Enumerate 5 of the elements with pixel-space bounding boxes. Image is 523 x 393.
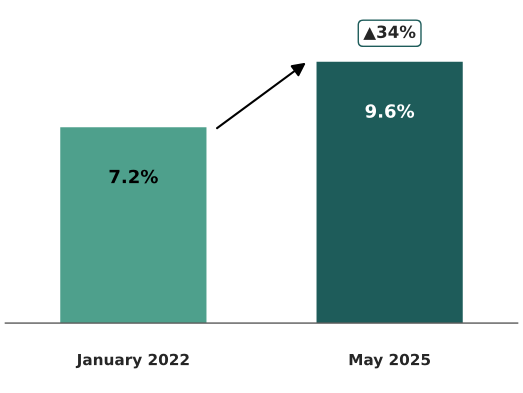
data-label: 9.6% <box>366 104 414 118</box>
x-tick-label: January 2022 <box>76 354 189 368</box>
x-tick-label: May 2025 <box>350 354 430 368</box>
annotation: ▲34% <box>363 25 416 40</box>
data-label: 7.2% <box>110 170 158 184</box>
